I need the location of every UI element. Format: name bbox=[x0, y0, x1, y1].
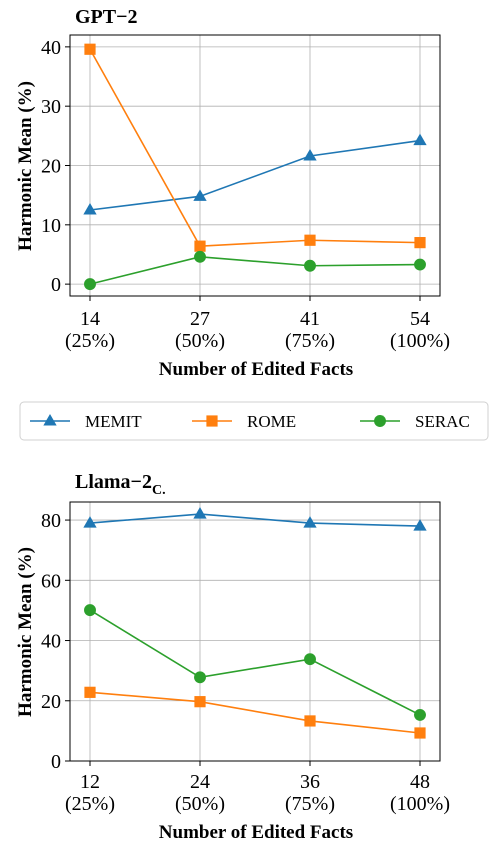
data-point bbox=[194, 696, 206, 708]
data-point bbox=[304, 653, 316, 666]
series-line bbox=[89, 691, 421, 734]
y-tick-label: 0 bbox=[51, 274, 61, 296]
y-tick-label: 20 bbox=[41, 691, 61, 713]
legend-item-serac: SERAC bbox=[360, 412, 470, 431]
y-tick-label: 0 bbox=[51, 751, 61, 773]
x-axis-label: Number of Edited Facts bbox=[159, 822, 353, 843]
chart-title: GPT−2 bbox=[75, 6, 138, 28]
x-tick-sublabel: (100%) bbox=[390, 330, 450, 352]
x-tick-label: 24 bbox=[190, 771, 210, 793]
x-tick-label: 14 bbox=[80, 308, 100, 330]
y-tick-label: 10 bbox=[41, 215, 61, 237]
chart-title: Llama−2C. bbox=[75, 471, 166, 498]
data-point bbox=[194, 250, 206, 263]
chart-gpt2: GPT−2 0 10 20 30 40 14(25%) 27(50%) 41(75%) 54(1… bbox=[15, 6, 450, 380]
x-tick-sublabel: (75%) bbox=[285, 330, 335, 352]
series-serac bbox=[84, 250, 426, 291]
y-tick-label: 20 bbox=[41, 156, 61, 178]
plot-area: 0 20 40 60 80 12(25%) 24(50%) 36(75%) 48(100%) bbox=[41, 501, 450, 815]
data-point bbox=[194, 240, 206, 252]
chart-llama2: Llama−2C. 0 20 40 60 80 12(25%) 24(50%) 36(75%)… bbox=[15, 471, 450, 843]
x-tick-sublabel: (25%) bbox=[65, 330, 115, 352]
data-point bbox=[84, 686, 96, 698]
data-point bbox=[414, 237, 426, 249]
data-point bbox=[193, 507, 207, 519]
series-rome bbox=[84, 43, 426, 252]
data-point bbox=[83, 202, 97, 215]
plot-area: 0 10 20 30 40 14(25%) 27(50%) 41(75%) 54(100%) bbox=[41, 34, 450, 352]
data-point bbox=[303, 149, 317, 161]
legend-label: MEMIT bbox=[85, 412, 142, 431]
series-line bbox=[89, 256, 421, 285]
series-rome bbox=[84, 686, 426, 739]
legend-label: SERAC bbox=[415, 412, 470, 431]
x-tick-label: 12 bbox=[80, 771, 100, 793]
legend: MEMIT ROME SERAC bbox=[19, 401, 489, 441]
data-point bbox=[414, 708, 426, 721]
legend-marker bbox=[43, 414, 57, 426]
legend-item-memit: MEMIT bbox=[30, 412, 142, 431]
data-point bbox=[84, 43, 96, 55]
data-point bbox=[193, 189, 207, 201]
x-tick-sublabel: (50%) bbox=[175, 330, 225, 352]
series-serac bbox=[84, 604, 426, 721]
data-point bbox=[414, 258, 426, 271]
y-tick-label: 40 bbox=[41, 631, 61, 653]
data-point bbox=[83, 516, 97, 528]
data-point bbox=[194, 671, 206, 684]
y-tick-label: 40 bbox=[41, 37, 61, 59]
data-point bbox=[303, 516, 317, 528]
x-tick-sublabel: (100%) bbox=[390, 793, 450, 815]
x-tick-sublabel: (25%) bbox=[65, 793, 115, 815]
series-line bbox=[89, 609, 421, 716]
data-point bbox=[84, 604, 96, 617]
x-tick-label: 48 bbox=[410, 771, 430, 793]
data-point bbox=[84, 278, 96, 291]
y-axis-label: Harmonic Mean (%) bbox=[15, 547, 36, 717]
data-point bbox=[304, 259, 316, 272]
x-tick-label: 27 bbox=[190, 308, 210, 330]
x-tick-label: 54 bbox=[410, 308, 430, 330]
data-point bbox=[304, 234, 316, 246]
series-line bbox=[89, 48, 421, 247]
legend-item-rome: ROME bbox=[192, 412, 296, 431]
y-tick-label: 80 bbox=[41, 510, 61, 532]
y-tick-label: 60 bbox=[41, 570, 61, 592]
data-point bbox=[413, 519, 427, 531]
x-axis-label: Number of Edited Facts bbox=[159, 359, 353, 380]
series-line bbox=[89, 139, 421, 211]
axes-frame bbox=[69, 501, 441, 762]
y-axis-label: Harmonic Mean (%) bbox=[15, 81, 36, 251]
data-point bbox=[413, 133, 427, 146]
data-point bbox=[414, 727, 426, 739]
series-memit bbox=[83, 507, 427, 531]
x-tick-sublabel: (75%) bbox=[285, 793, 335, 815]
x-tick-label: 36 bbox=[300, 771, 320, 793]
y-tick-label: 30 bbox=[41, 96, 61, 118]
data-point bbox=[304, 715, 316, 727]
legend-label: ROME bbox=[247, 412, 296, 431]
x-tick-sublabel: (50%) bbox=[175, 793, 225, 815]
x-tick-label: 41 bbox=[300, 308, 320, 330]
grid bbox=[70, 35, 440, 296]
legend-box bbox=[19, 401, 489, 441]
series-line bbox=[89, 513, 421, 527]
legend-marker bbox=[374, 415, 386, 427]
legend-marker bbox=[206, 415, 218, 427]
series-memit bbox=[83, 133, 427, 215]
